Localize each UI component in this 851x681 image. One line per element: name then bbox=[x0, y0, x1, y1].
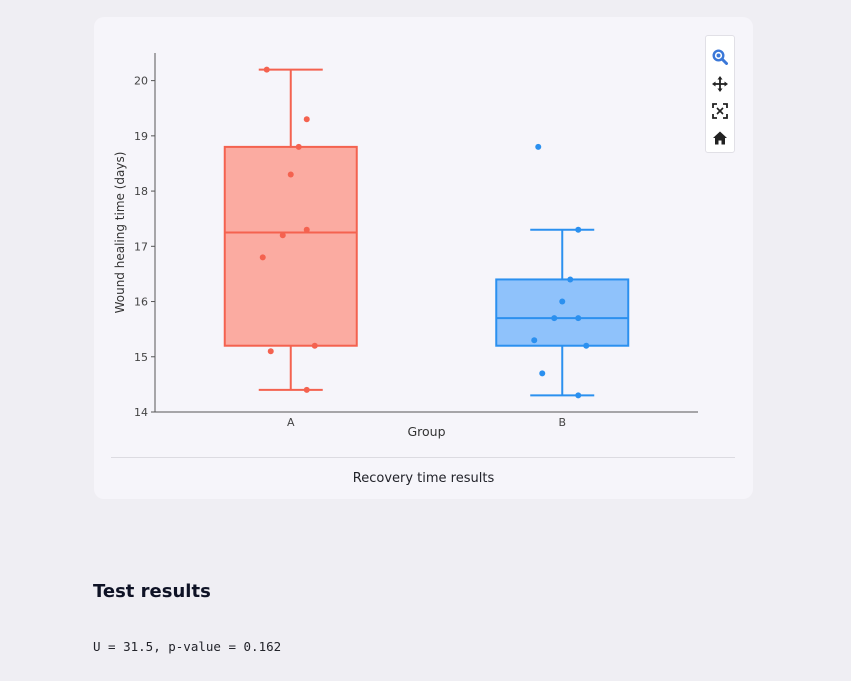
data-point[interactable] bbox=[567, 276, 574, 283]
x-tick-label: B bbox=[558, 416, 566, 429]
data-point[interactable] bbox=[303, 386, 310, 393]
reset-axes-home-icon[interactable] bbox=[710, 128, 730, 148]
data-point[interactable] bbox=[311, 342, 318, 349]
test-results-heading: Test results bbox=[93, 581, 211, 602]
y-tick-label: 19 bbox=[134, 130, 148, 143]
x-axis-title: Group bbox=[407, 424, 445, 439]
data-point[interactable] bbox=[575, 315, 582, 322]
chart-caption: Recovery time results bbox=[352, 471, 495, 486]
data-point[interactable] bbox=[551, 315, 558, 322]
data-point[interactable] bbox=[539, 370, 546, 377]
pan-icon[interactable] bbox=[710, 74, 730, 94]
autoscale-icon[interactable] bbox=[710, 101, 730, 121]
y-tick-label: 18 bbox=[134, 185, 148, 198]
y-tick-label: 15 bbox=[134, 351, 148, 364]
y-tick-label: 20 bbox=[134, 75, 148, 88]
data-point[interactable] bbox=[279, 232, 286, 239]
test-statistic-output: U = 31.5, p-value = 0.162 bbox=[93, 639, 282, 654]
data-point[interactable] bbox=[559, 298, 566, 305]
data-point[interactable] bbox=[575, 392, 582, 399]
box-B[interactable] bbox=[495, 278, 630, 347]
data-point[interactable] bbox=[575, 226, 582, 233]
y-tick-label: 14 bbox=[134, 406, 148, 419]
data-point[interactable] bbox=[295, 143, 302, 150]
caption-divider bbox=[111, 457, 735, 458]
box-A[interactable] bbox=[223, 145, 358, 347]
data-point[interactable] bbox=[263, 66, 270, 73]
data-point[interactable] bbox=[531, 337, 538, 344]
data-point[interactable] bbox=[303, 116, 310, 123]
data-point[interactable] bbox=[287, 171, 294, 178]
data-point[interactable] bbox=[267, 348, 274, 355]
data-point[interactable] bbox=[583, 342, 590, 349]
zoom-icon[interactable] bbox=[710, 47, 730, 67]
y-axis-title: Wound healing time (days) bbox=[113, 152, 127, 314]
y-tick-label: 16 bbox=[134, 296, 148, 309]
box-plot[interactable]: 14 15 16 17 18 19 20 Wound healing time (days) A… bbox=[94, 17, 753, 457]
y-tick-label: 17 bbox=[134, 240, 148, 253]
data-point[interactable] bbox=[259, 254, 266, 261]
data-point[interactable] bbox=[303, 226, 310, 233]
chart-toolbar bbox=[705, 35, 735, 153]
data-point[interactable] bbox=[535, 143, 542, 150]
chart-card: 14 15 16 17 18 19 20 Wound healing time (days) A… bbox=[94, 17, 753, 499]
x-tick-label: A bbox=[287, 416, 295, 429]
